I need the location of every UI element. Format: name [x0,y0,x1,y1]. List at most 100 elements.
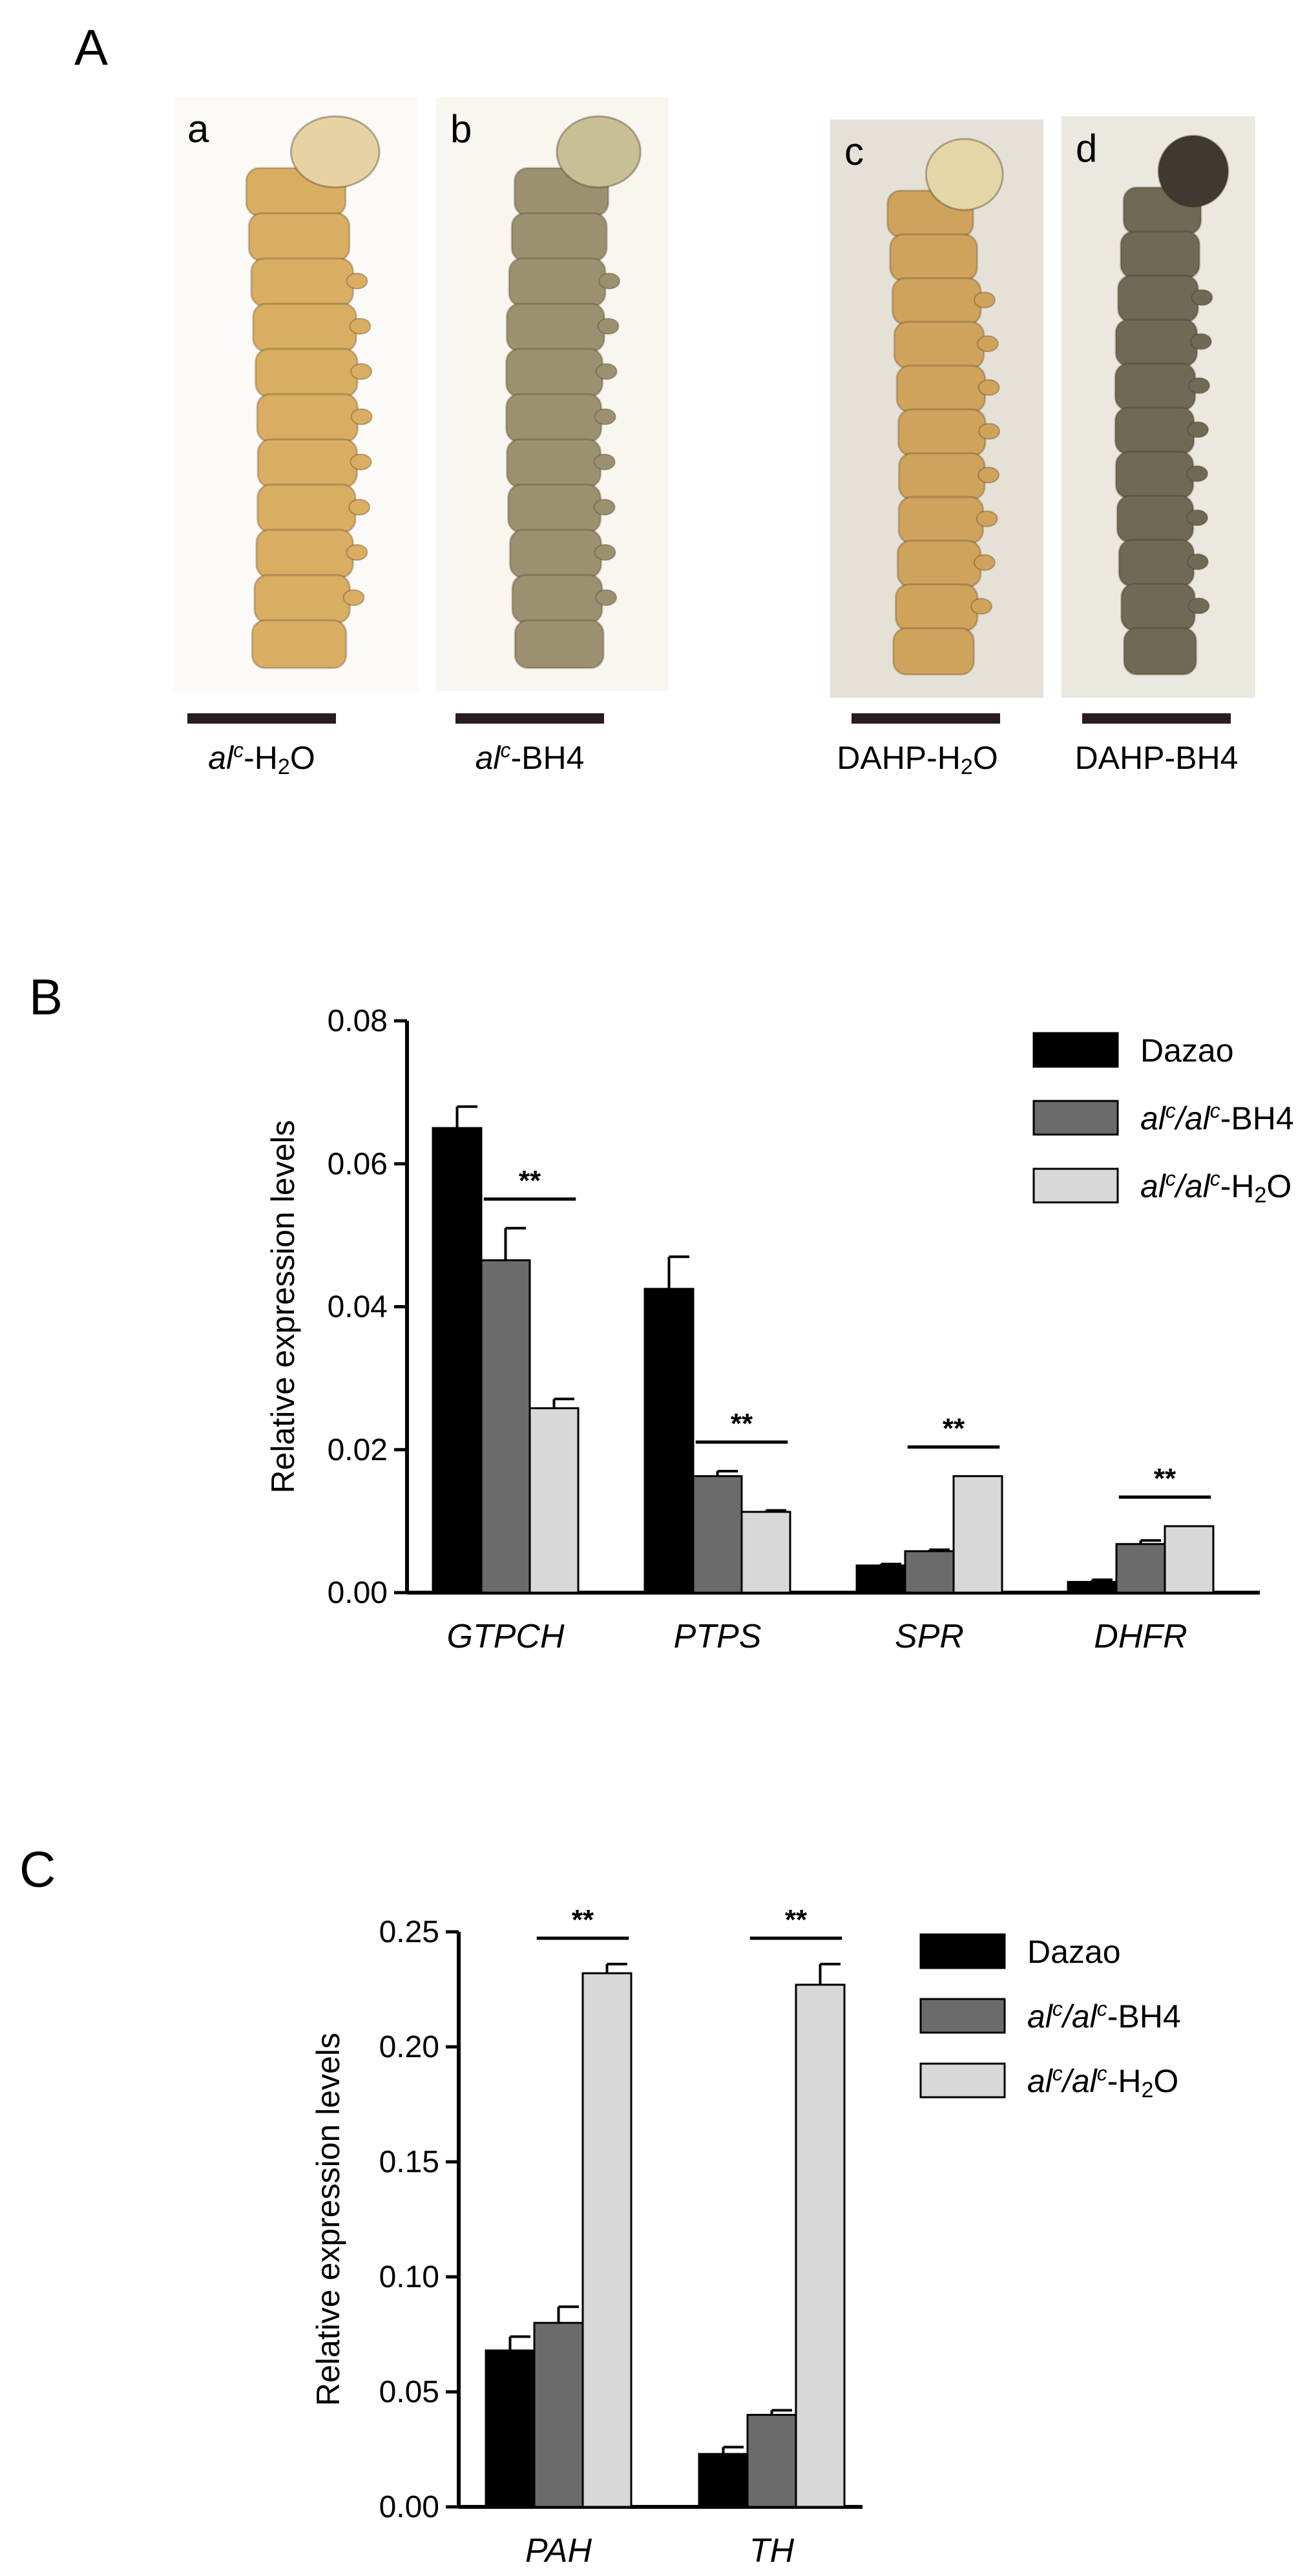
larva-c: c DAHP-H2O [830,120,1043,779]
body-segment [508,257,607,308]
y-tick-label: 0.00 [328,1576,388,1610]
proleg [1186,509,1209,527]
legend-swatch [919,1998,1006,2034]
proleg [970,598,993,615]
body-segment [505,393,603,443]
bar-alc-alc-bh4 [904,1550,955,1594]
x-category-label: PTPS [674,1618,762,1655]
proleg [978,466,1000,484]
proleg [593,499,616,516]
significance-label: ** [519,1165,541,1197]
larva-label: c [844,130,864,173]
proleg [1186,553,1209,571]
panel-a: Aa alc-H2O b alc-BH4 c DAHP-H2O d DAHP-BH4 [74,19,1255,779]
proleg [1191,289,1213,306]
significance-label: ** [572,1904,594,1936]
proleg [350,454,372,470]
body-segment [893,320,985,370]
bar-alc-alc-bh4 [480,1259,531,1594]
panel-c-chart: C 0.00 0.05 0.10 0.15 0.20 0.25 Relative expres… [19,1841,1181,2570]
legend-label: Dazao [1027,1934,1121,1970]
y-tick-label: 0.02 [328,1433,388,1467]
y-tick-label: 0.06 [328,1147,388,1181]
larva-label: a [187,107,209,151]
bar-dazao [432,1127,483,1594]
proleg [1188,377,1211,394]
body-segment [255,348,359,398]
proleg [1187,597,1210,614]
body-segment [889,233,978,282]
body-segment [1118,538,1195,588]
proleg [342,589,365,606]
proleg [1189,333,1212,350]
proleg [1187,421,1209,438]
y-tick-label: 0.25 [379,1915,439,1949]
body-segment [1120,230,1201,279]
proleg [974,291,996,309]
body-segment [897,408,987,457]
proleg [976,335,999,353]
proleg [350,408,373,425]
bar-dazao [855,1564,906,1594]
x-category-label: DHFR [1094,1618,1187,1655]
x-category-label: GTPCH [447,1618,565,1655]
larva-head [289,115,381,189]
legend-swatch [1032,1032,1119,1068]
proleg [598,273,621,289]
body-segment [892,627,975,676]
bar-alc-alc-h2o [740,1511,791,1594]
body-segment [1114,362,1197,412]
proleg [595,589,618,606]
x-category-label: SPR [895,1618,964,1655]
larva-caption: alc-BH4 [476,738,585,776]
body-segment [247,212,351,262]
significance-label: ** [943,1413,965,1445]
body-segment [505,348,604,398]
body-segment [253,574,351,624]
larva-caption: DAHP-H2O [837,740,998,779]
body-segment [895,364,987,414]
legend-swatch [1032,1168,1119,1204]
larva-caption: DAHP-BH4 [1075,740,1239,776]
body-segment [256,483,357,534]
body-segment [511,574,603,624]
larva-label: d [1076,127,1097,170]
body-segment [256,393,359,443]
bar-dazao [1067,1580,1118,1594]
legend-label: alc/alc-H2O [1140,1167,1291,1208]
proleg [978,423,1001,440]
legend-label: alc/alc-BH4 [1140,1099,1294,1136]
legend-swatch [919,1933,1006,1969]
bar-dazao [643,1288,695,1594]
y-axis-title: Relative expression levels [310,2033,346,2406]
larva-head [925,138,1004,211]
larva-a: a alc-H2O [173,97,419,779]
y-tick-label: 0.10 [379,2260,439,2294]
proleg [346,273,368,289]
legend-swatch [1032,1100,1119,1136]
proleg [973,554,996,571]
body-segment [508,529,603,579]
body-segment [250,257,355,308]
legend-label: alc/alc-H2O [1027,2062,1178,2102]
larva-caption: alc-H2O [208,738,315,779]
body-segment [1116,494,1195,543]
body-segment [252,302,357,353]
larva-head [1157,134,1229,208]
body-segment [894,583,979,632]
significance-label: ** [731,1408,753,1440]
body-segment [251,619,348,669]
proleg [978,379,1000,396]
panel-letter: C [19,1841,56,1898]
bar-dazao [485,2349,536,2508]
proleg [349,318,371,335]
body-segment [1114,450,1195,499]
body-segment [1117,274,1200,324]
body-segment [898,452,986,501]
proleg [594,408,616,425]
bar-alc-alc-bh4 [533,2321,584,2508]
y-tick-label: 0.04 [328,1290,388,1325]
bar-alc-alc-h2o [1164,1525,1215,1594]
y-tick-label: 0.05 [379,2375,439,2409]
legend-label: Dazao [1140,1032,1234,1069]
